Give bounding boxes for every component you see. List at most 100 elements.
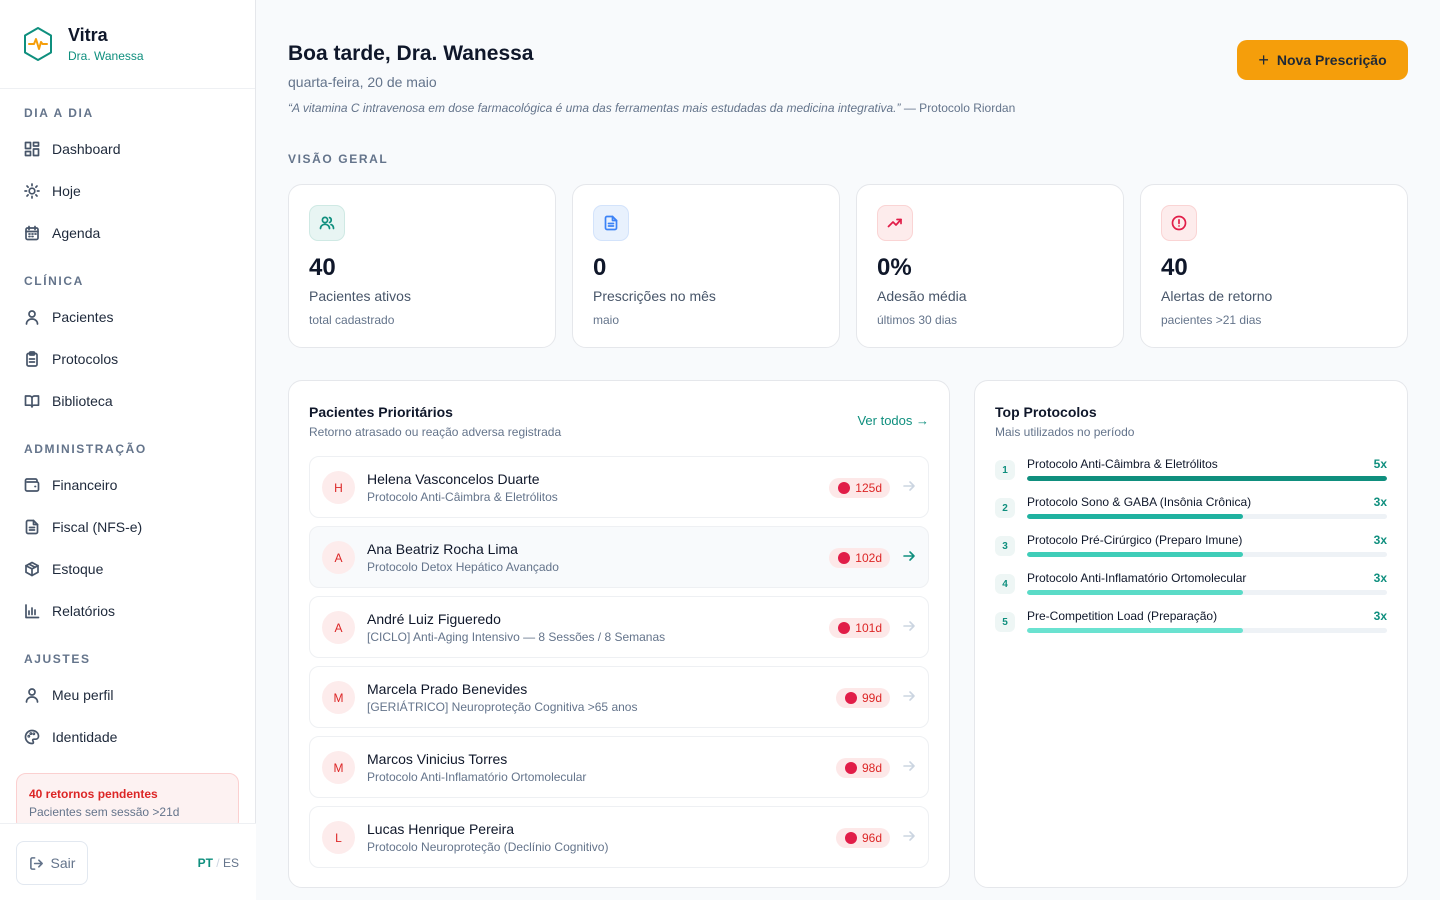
days-overdue: 99d xyxy=(861,691,882,705)
days-overdue-badge: 96d xyxy=(835,828,890,848)
avatar: M xyxy=(322,681,355,714)
nav-item-financeiro[interactable]: Financeiro xyxy=(14,467,242,503)
stat-icon-box xyxy=(593,205,629,241)
patient-row[interactable]: H Helena Vasconcelos Duarte Protocolo An… xyxy=(309,456,929,518)
stat-value: 40 xyxy=(309,254,336,281)
panel-subtitle: Mais utilizados no período xyxy=(995,425,1135,439)
quote-text: “A vitamina C intravenosa em dose farmac… xyxy=(288,101,901,115)
nav-item-estoque[interactable]: Estoque xyxy=(14,551,242,587)
nav-item-relatorios[interactable]: Relatórios xyxy=(14,593,242,629)
protocol-name: Protocolo Sono & GABA (Insônia Crônica) xyxy=(1027,495,1252,509)
usage-bar-fill xyxy=(1027,552,1243,557)
usage-bar-track xyxy=(1027,590,1387,595)
patient-protocol: Protocolo Anti-Câimbra & Eletrólitos xyxy=(367,490,558,504)
days-overdue-badge: 101d xyxy=(829,618,890,638)
rank-number: 5 xyxy=(995,612,1015,632)
stat-sub: últimos 30 dias xyxy=(877,313,958,327)
nav-item-pacientes[interactable]: Pacientes xyxy=(14,299,242,335)
red-dot-icon xyxy=(844,832,857,844)
users-icon xyxy=(319,216,335,230)
pending-returns-alert[interactable]: 40 retornos pendentes Pacientes sem sess… xyxy=(16,773,239,831)
stat-card-return-alerts[interactable]: 40 Alertas de retorno pacientes >21 dias xyxy=(1140,184,1408,348)
stat-value: 0% xyxy=(877,254,912,281)
protocol-rank-row[interactable]: 4 Protocolo Anti-Inflamatório Ortomolecu… xyxy=(995,570,1387,604)
usage-bar-fill xyxy=(1027,476,1387,481)
stat-icon-box xyxy=(309,205,345,241)
patient-row[interactable]: A Ana Beatriz Rocha Lima Protocolo Detox… xyxy=(309,526,929,588)
stat-card-adherence[interactable]: 0% Adesão média últimos 30 dias xyxy=(856,184,1124,348)
sidebar-footer: Sair PT / ES xyxy=(0,823,256,900)
patient-row[interactable]: L Lucas Henrique Pereira Protocolo Neuro… xyxy=(309,806,929,868)
usage-count: 3x xyxy=(1373,609,1387,623)
stat-icon-box xyxy=(877,205,913,241)
panel-subtitle: Retorno atrasado ou reação adversa regis… xyxy=(309,425,562,439)
calendar-icon xyxy=(25,225,39,241)
stat-label: Pacientes ativos xyxy=(309,288,411,304)
new-prescription-button[interactable]: + Nova Prescrição xyxy=(1237,40,1408,80)
user-icon xyxy=(25,310,39,325)
days-overdue-badge: 99d xyxy=(835,688,890,708)
avatar: H xyxy=(322,471,355,504)
usage-bar-track xyxy=(1027,476,1387,481)
alert-title: 40 retornos pendentes xyxy=(29,787,158,801)
days-overdue: 102d xyxy=(855,551,882,565)
protocol-rank-row[interactable]: 3 Protocolo Pré-Cirúrgico (Preparo Imune… xyxy=(995,532,1387,566)
patient-row[interactable]: M Marcela Prado Benevides [GERIÁTRICO] N… xyxy=(309,666,929,728)
protocol-rank-row[interactable]: 2 Protocolo Sono & GABA (Insônia Crônica… xyxy=(995,494,1387,528)
nav-item-label: Protocolos xyxy=(52,351,119,367)
nav-item-label: Dashboard xyxy=(52,141,121,157)
user-icon xyxy=(25,688,39,703)
daily-quote: “A vitamina C intravenosa em dose farmac… xyxy=(288,101,1015,115)
trending-up-icon xyxy=(887,218,902,228)
nav-item-protocolos[interactable]: Protocolos xyxy=(14,341,242,377)
lang-es[interactable]: ES xyxy=(222,856,239,870)
nav-item-dashboard[interactable]: Dashboard xyxy=(14,131,242,167)
palette-icon xyxy=(24,729,40,745)
red-dot-icon xyxy=(844,762,857,774)
days-overdue-badge: 98d xyxy=(835,758,890,778)
usage-bar-fill xyxy=(1027,514,1243,519)
patient-protocol: [CICLO] Anti-Aging Intensivo — 8 Sessões… xyxy=(367,630,666,644)
rank-number: 4 xyxy=(995,574,1015,594)
arrow-right-icon xyxy=(903,691,915,701)
file-icon xyxy=(604,215,618,231)
stat-card-prescriptions[interactable]: 0 Prescrições no mês maio xyxy=(572,184,840,348)
nav-item-meu-perfil[interactable]: Meu perfil xyxy=(14,677,242,713)
logout-button[interactable]: Sair xyxy=(16,841,88,885)
patient-row[interactable]: A André Luiz Figueredo [CICLO] Anti-Agin… xyxy=(309,596,929,658)
nav-item-hoje[interactable]: Hoje xyxy=(14,173,242,209)
logout-label: Sair xyxy=(50,855,76,871)
stat-value: 40 xyxy=(1161,254,1188,281)
days-overdue-badge: 125d xyxy=(829,478,890,498)
nav-item-fiscal[interactable]: Fiscal (NFS-e) xyxy=(14,509,242,545)
red-dot-icon xyxy=(838,622,851,634)
panel-title: Pacientes Prioritários xyxy=(309,404,453,420)
rank-number: 1 xyxy=(995,460,1015,480)
usage-count: 3x xyxy=(1373,533,1387,547)
stat-card-active-patients[interactable]: 40 Pacientes ativos total cadastrado xyxy=(288,184,556,348)
plus-icon: + xyxy=(1258,50,1269,70)
logout-icon xyxy=(29,856,43,870)
arrow-right-icon xyxy=(903,551,915,561)
rank-number: 3 xyxy=(995,536,1015,556)
panel-title: Top Protocolos xyxy=(995,404,1097,420)
nav-item-label: Meu perfil xyxy=(52,687,114,703)
avatar: A xyxy=(322,611,355,644)
stat-sub: total cadastrado xyxy=(309,313,395,327)
nav-item-identidade[interactable]: Identidade xyxy=(14,719,242,755)
lang-pt[interactable]: PT xyxy=(197,856,213,870)
protocol-name: Protocolo Anti-Câimbra & Eletrólitos xyxy=(1027,457,1218,471)
alert-subtitle: Pacientes sem sessão >21d xyxy=(29,805,180,819)
stat-label: Adesão média xyxy=(877,288,967,304)
top-protocols-panel: Top Protocolos Mais utilizados no períod… xyxy=(974,380,1408,888)
see-all-link[interactable]: Ver todos → xyxy=(857,413,929,428)
patient-name: Marcela Prado Benevides xyxy=(367,681,528,697)
nav-item-label: Pacientes xyxy=(52,309,114,325)
protocol-name: Protocolo Anti-Inflamatório Ortomolecula… xyxy=(1027,571,1247,585)
nav-item-biblioteca[interactable]: Biblioteca xyxy=(14,383,242,419)
patient-row[interactable]: M Marcos Vinicius Torres Protocolo Anti-… xyxy=(309,736,929,798)
stat-value: 0 xyxy=(593,254,607,281)
protocol-rank-row[interactable]: 5 Pre-Competition Load (Preparação) 3x xyxy=(995,608,1387,642)
protocol-rank-row[interactable]: 1 Protocolo Anti-Câimbra & Eletrólitos 5… xyxy=(995,456,1387,490)
nav-item-agenda[interactable]: Agenda xyxy=(14,215,242,251)
